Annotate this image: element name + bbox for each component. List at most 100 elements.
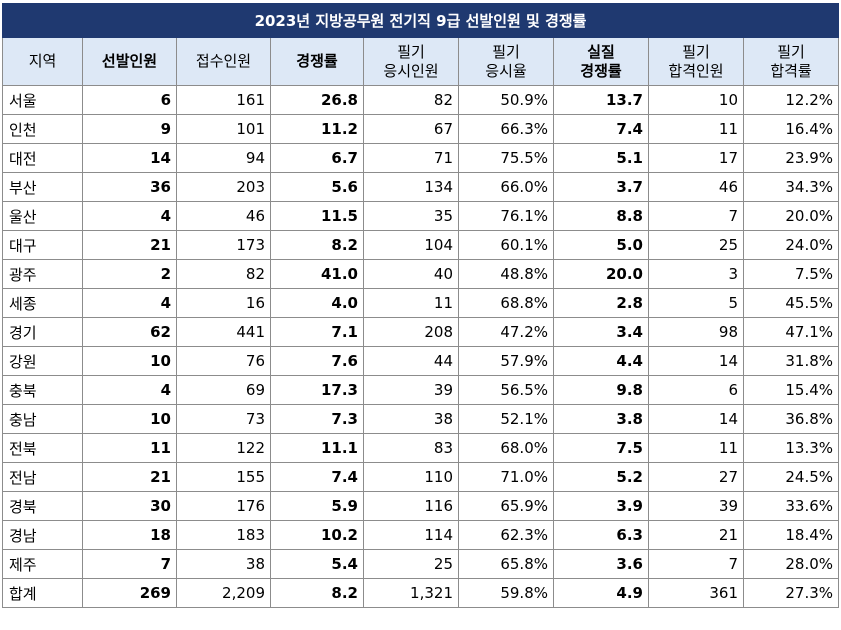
header-line-1: 경쟁률 — [296, 52, 338, 70]
cell-selected: 4 — [82, 288, 177, 318]
header-line-1: 실질 — [587, 42, 615, 61]
table-row: 합계 269 2,209 8.2 1,321 59.8% 4.9 361 27.3% — [2, 578, 840, 608]
cell-actual-competition-rate: 2.8 — [553, 288, 649, 318]
cell-written-take-rate: 66.0% — [458, 172, 554, 202]
cell-region: 충북 — [2, 375, 83, 405]
table-row: 제주 7 38 5.4 25 65.8% 3.6 7 28.0% — [2, 549, 840, 579]
cell-selected: 18 — [82, 520, 177, 550]
cell-actual-competition-rate: 5.2 — [553, 462, 649, 492]
cell-region: 경기 — [2, 317, 83, 347]
cell-region: 경남 — [2, 520, 83, 550]
header-written-take-rate: 필기 응시율 — [458, 37, 554, 86]
cell-competition-rate: 5.6 — [270, 172, 364, 202]
table-container: 2023년 지방공무원 전기직 9급 선발인원 및 경쟁률 지역 선발인원 접수인원… — [1, 3, 840, 608]
cell-applicants: 101 — [176, 114, 271, 144]
cell-selected: 62 — [82, 317, 177, 347]
cell-written-passers: 14 — [648, 346, 744, 376]
header-line-1: 선발인원 — [101, 52, 158, 70]
cell-written-passers: 10 — [648, 85, 744, 115]
cell-competition-rate: 11.1 — [270, 433, 364, 463]
cell-written-pass-rate: 27.3% — [742, 578, 840, 608]
cell-selected: 269 — [82, 578, 177, 608]
cell-applicants: 203 — [176, 172, 271, 202]
cell-written-takers: 116 — [363, 491, 459, 521]
cell-selected: 11 — [82, 433, 177, 463]
cell-applicants: 122 — [176, 433, 271, 463]
table-row: 충북 4 69 17.3 39 56.5% 9.8 6 15.4% — [2, 375, 840, 405]
cell-written-take-rate: 48.8% — [458, 259, 554, 289]
cell-competition-rate: 7.6 — [270, 346, 364, 376]
cell-written-take-rate: 60.1% — [458, 230, 554, 260]
cell-actual-competition-rate: 3.7 — [553, 172, 649, 202]
cell-written-passers: 98 — [648, 317, 744, 347]
cell-written-takers: 67 — [363, 114, 459, 144]
cell-written-passers: 11 — [648, 114, 744, 144]
cell-selected: 36 — [82, 172, 177, 202]
cell-region: 전남 — [2, 462, 83, 492]
cell-selected: 10 — [82, 346, 177, 376]
cell-applicants: 183 — [176, 520, 271, 550]
cell-written-take-rate: 68.8% — [458, 288, 554, 318]
cell-written-pass-rate: 7.5% — [742, 259, 840, 289]
cell-selected: 4 — [82, 201, 177, 231]
table-row: 부산 36 203 5.6 134 66.0% 3.7 46 34.3% — [2, 172, 840, 202]
cell-competition-rate: 8.2 — [270, 578, 364, 608]
cell-applicants: 94 — [176, 143, 271, 173]
cell-written-takers: 134 — [363, 172, 459, 202]
cell-written-passers: 46 — [648, 172, 744, 202]
competition-table: 2023년 지방공무원 전기직 9급 선발인원 및 경쟁률 지역 선발인원 접수인원… — [1, 3, 840, 608]
cell-written-take-rate: 76.1% — [458, 201, 554, 231]
cell-written-takers: 11 — [363, 288, 459, 318]
cell-actual-competition-rate: 4.9 — [553, 578, 649, 608]
cell-applicants: 73 — [176, 404, 271, 434]
header-written-passers: 필기 합격인원 — [648, 37, 744, 86]
cell-competition-rate: 7.3 — [270, 404, 364, 434]
header-line-1: 필기 — [492, 42, 520, 61]
cell-written-take-rate: 62.3% — [458, 520, 554, 550]
cell-written-pass-rate: 18.4% — [742, 520, 840, 550]
cell-competition-rate: 26.8 — [270, 85, 364, 115]
cell-region: 대전 — [2, 143, 83, 173]
cell-written-passers: 11 — [648, 433, 744, 463]
header-written-takers: 필기 응시인원 — [363, 37, 459, 86]
header-selected: 선발인원 — [82, 37, 177, 86]
cell-applicants: 173 — [176, 230, 271, 260]
cell-written-passers: 14 — [648, 404, 744, 434]
header-line-1: 지역 — [28, 52, 57, 70]
cell-written-take-rate: 56.5% — [458, 375, 554, 405]
cell-written-pass-rate: 33.6% — [742, 491, 840, 521]
cell-written-pass-rate: 15.4% — [742, 375, 840, 405]
cell-competition-rate: 7.1 — [270, 317, 364, 347]
header-written-pass-rate: 필기 합격률 — [742, 37, 840, 86]
cell-applicants: 38 — [176, 549, 271, 579]
cell-written-pass-rate: 45.5% — [742, 288, 840, 318]
cell-written-takers: 71 — [363, 143, 459, 173]
header-line-1: 필기 — [682, 42, 710, 61]
cell-written-pass-rate: 36.8% — [742, 404, 840, 434]
cell-actual-competition-rate: 5.1 — [553, 143, 649, 173]
cell-selected: 10 — [82, 404, 177, 434]
cell-applicants: 441 — [176, 317, 271, 347]
cell-written-take-rate: 68.0% — [458, 433, 554, 463]
cell-actual-competition-rate: 7.4 — [553, 114, 649, 144]
cell-actual-competition-rate: 3.6 — [553, 549, 649, 579]
cell-competition-rate: 11.5 — [270, 201, 364, 231]
cell-written-take-rate: 75.5% — [458, 143, 554, 173]
header-line-1: 필기 — [777, 42, 805, 61]
cell-actual-competition-rate: 4.4 — [553, 346, 649, 376]
cell-written-takers: 82 — [363, 85, 459, 115]
cell-written-takers: 1,321 — [363, 578, 459, 608]
cell-written-passers: 21 — [648, 520, 744, 550]
cell-applicants: 16 — [176, 288, 271, 318]
cell-applicants: 161 — [176, 85, 271, 115]
cell-written-pass-rate: 24.0% — [742, 230, 840, 260]
table-row: 광주 2 82 41.0 40 48.8% 20.0 3 7.5% — [2, 259, 840, 289]
cell-actual-competition-rate: 13.7 — [553, 85, 649, 115]
cell-region: 광주 — [2, 259, 83, 289]
cell-written-takers: 110 — [363, 462, 459, 492]
cell-selected: 30 — [82, 491, 177, 521]
cell-written-pass-rate: 20.0% — [742, 201, 840, 231]
table-row: 경남 18 183 10.2 114 62.3% 6.3 21 18.4% — [2, 520, 840, 550]
cell-written-passers: 39 — [648, 491, 744, 521]
header-line-2: 합격인원 — [668, 61, 724, 80]
